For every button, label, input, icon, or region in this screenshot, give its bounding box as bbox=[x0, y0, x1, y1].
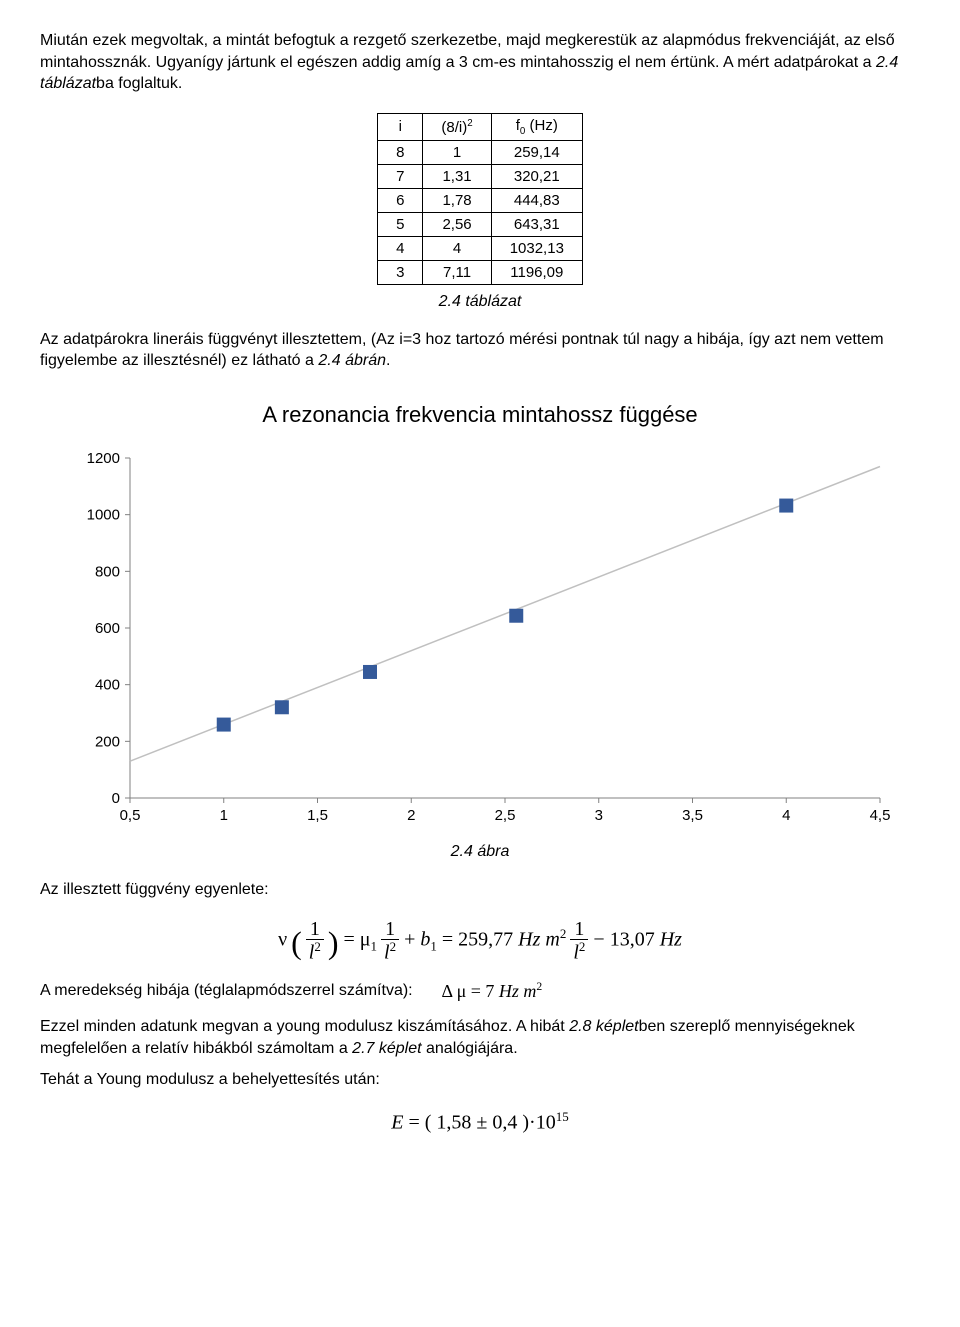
fit-eq-label: Az illesztett függvény egyenlete: bbox=[40, 879, 920, 901]
svg-text:1,5: 1,5 bbox=[307, 807, 328, 824]
col-header-ratio: (8/i)2 bbox=[423, 113, 491, 140]
table-cell: 1 bbox=[423, 140, 491, 164]
table-row: 37,111196,09 bbox=[378, 260, 583, 284]
resonance-chart: 0 200 400 600 800 1000 1200 0,5 1 1,5 2 2,5 3 3,5 4 4,5 bbox=[70, 448, 890, 833]
young-modulus-equation: E = ( 1,58 ± 0,4 )·1015 bbox=[40, 1109, 920, 1135]
svg-text:4: 4 bbox=[782, 807, 790, 824]
table-cell: 8 bbox=[378, 140, 423, 164]
chart-title: A rezonancia frekvencia mintahossz függé… bbox=[40, 402, 920, 428]
table-cell: 2,56 bbox=[423, 212, 491, 236]
slope-error-label: A meredekség hibája (téglalapmódszerrel … bbox=[40, 982, 413, 1000]
table-row: 81259,14 bbox=[378, 140, 583, 164]
text: Az adatpárokra lineráis függvényt illesz… bbox=[40, 331, 884, 370]
table-cell: 1196,09 bbox=[491, 260, 582, 284]
text: ba foglaltuk. bbox=[96, 75, 182, 92]
table-row: 52,56643,31 bbox=[378, 212, 583, 236]
table-row: 441032,13 bbox=[378, 236, 583, 260]
table-cell: 3 bbox=[378, 260, 423, 284]
table-cell: 4 bbox=[423, 236, 491, 260]
svg-text:3,5: 3,5 bbox=[682, 807, 703, 824]
eq-ref-28: 2.8 képlet bbox=[569, 1018, 638, 1035]
data-table: i (8/i)2 f0 (Hz) 81259,1471,31320,2161,7… bbox=[377, 113, 583, 285]
table-cell: 444,83 bbox=[491, 188, 582, 212]
young-result-label: Tehát a Young modulusz a behelyettesítés… bbox=[40, 1069, 920, 1091]
table-row: 71,31320,21 bbox=[378, 164, 583, 188]
intro-paragraph: Miután ezek megvoltak, a mintát befogtuk… bbox=[40, 30, 920, 95]
text: analógiájára. bbox=[422, 1040, 518, 1057]
table-cell: 1,31 bbox=[423, 164, 491, 188]
table-cell: 1,78 bbox=[423, 188, 491, 212]
table-cell: 1032,13 bbox=[491, 236, 582, 260]
svg-text:4,5: 4,5 bbox=[870, 807, 890, 824]
slope-error-equation: Δ μ = 7 Hz m2 bbox=[442, 980, 543, 1002]
eq-ref-27: 2.7 képlet bbox=[352, 1040, 421, 1057]
svg-text:2: 2 bbox=[407, 807, 415, 824]
svg-text:600: 600 bbox=[95, 620, 120, 637]
table-row: 61,78444,83 bbox=[378, 188, 583, 212]
text: Miután ezek megvoltak, a mintát befogtuk… bbox=[40, 32, 895, 71]
svg-text:400: 400 bbox=[95, 677, 120, 694]
text: . bbox=[386, 352, 390, 369]
young-intro-paragraph: Ezzel minden adatunk megvan a young modu… bbox=[40, 1016, 920, 1059]
table-cell: 259,14 bbox=[491, 140, 582, 164]
table-cell: 7,11 bbox=[423, 260, 491, 284]
col-header-i: i bbox=[378, 113, 423, 140]
text: (Hz) bbox=[525, 117, 558, 134]
text: Ezzel minden adatunk megvan a young modu… bbox=[40, 1018, 569, 1035]
svg-text:1200: 1200 bbox=[87, 450, 120, 467]
text: 2 bbox=[467, 118, 472, 129]
table-cell: 643,31 bbox=[491, 212, 582, 236]
svg-text:2,5: 2,5 bbox=[495, 807, 516, 824]
fit-paragraph: Az adatpárokra lineráis függvényt illesz… bbox=[40, 329, 920, 372]
svg-text:1: 1 bbox=[220, 807, 228, 824]
table-cell: 6 bbox=[378, 188, 423, 212]
table-cell: 4 bbox=[378, 236, 423, 260]
text: (8/i) bbox=[441, 119, 467, 136]
svg-text:0,5: 0,5 bbox=[120, 807, 141, 824]
svg-text:800: 800 bbox=[95, 563, 120, 580]
table-caption: 2.4 táblázat bbox=[40, 293, 920, 311]
svg-text:1000: 1000 bbox=[87, 507, 120, 524]
table-cell: 320,21 bbox=[491, 164, 582, 188]
figure-ref: 2.4 ábrán bbox=[318, 352, 386, 369]
table-cell: 7 bbox=[378, 164, 423, 188]
figure-caption: 2.4 ábra bbox=[40, 843, 920, 861]
svg-text:200: 200 bbox=[95, 733, 120, 750]
svg-text:3: 3 bbox=[595, 807, 603, 824]
fit-equation: ν ( 1l2 ) = μ1 1l2 + b1 = 259,77 Hz m2 1… bbox=[40, 919, 920, 963]
svg-text:0: 0 bbox=[112, 790, 120, 807]
table-cell: 5 bbox=[378, 212, 423, 236]
col-header-f0: f0 (Hz) bbox=[491, 113, 582, 140]
